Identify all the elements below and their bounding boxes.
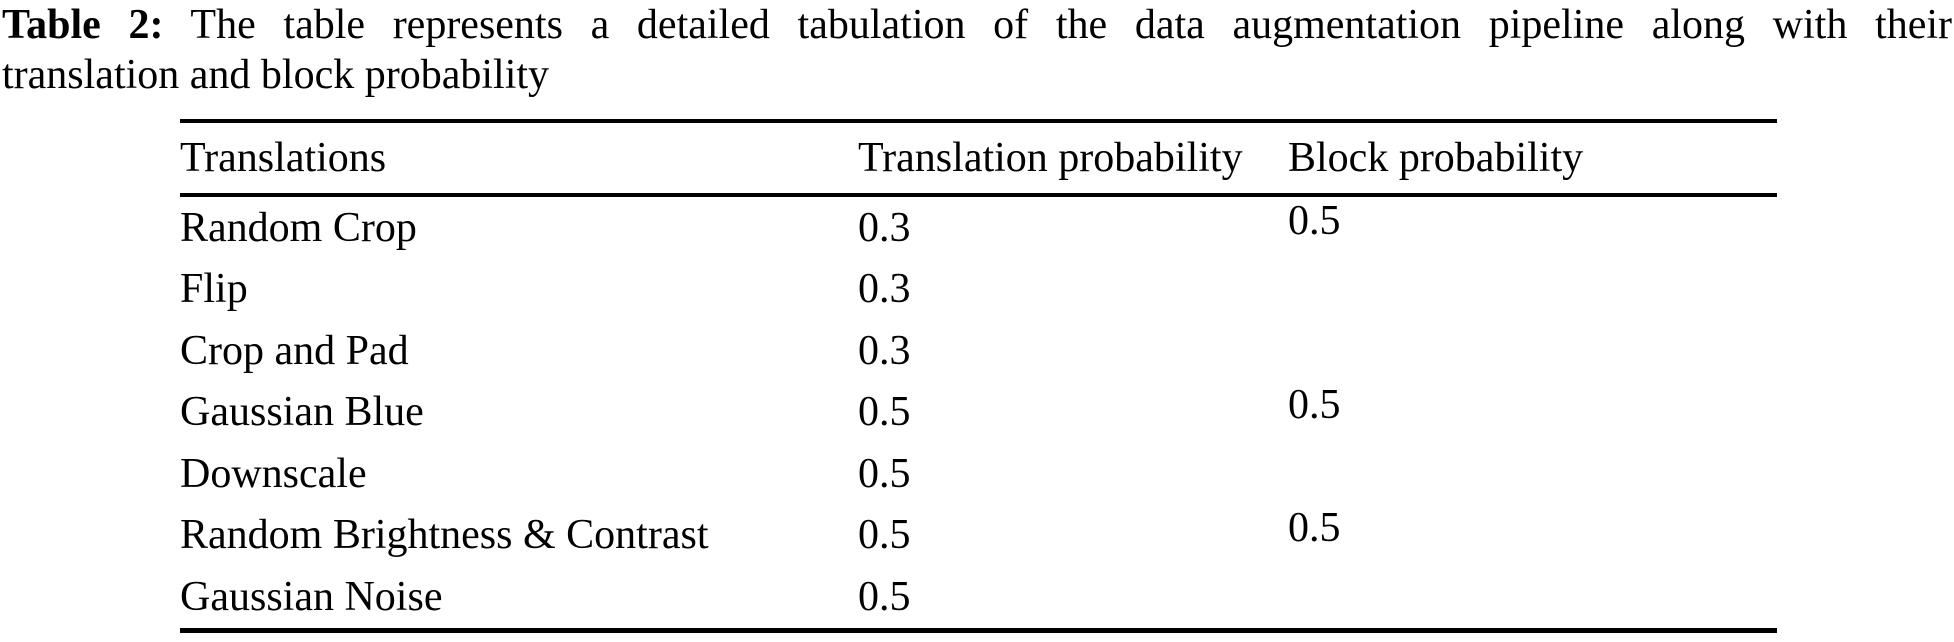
caption-line-1: Table 2: The table represents a detailed… bbox=[2, 0, 1952, 50]
cell-translation-probability: 0.5 bbox=[858, 573, 911, 620]
cell-translation-probability: 0.3 bbox=[858, 204, 911, 251]
cell-translation: Downscale bbox=[180, 450, 367, 497]
cell-block-probability bbox=[1288, 566, 1777, 630]
table-header: Translations Translation probability Blo… bbox=[180, 121, 1777, 197]
column-header-translations: Translations bbox=[180, 121, 858, 197]
cell-translation: Random Brightness & Contrast bbox=[180, 512, 709, 559]
table-row: Gaussian Blue 0.5 0.5 bbox=[180, 382, 1777, 444]
table-body: Random Crop 0.3 0.5 Flip 0.3 Crop and Pa… bbox=[180, 195, 1777, 630]
cell-block-probability: 0.5 bbox=[1288, 505, 1341, 552]
cell-block-probability: 0.5 bbox=[1288, 197, 1341, 244]
table-row: Gaussian Noise 0.5 bbox=[180, 566, 1777, 630]
table-row: Crop and Pad 0.3 bbox=[180, 320, 1777, 382]
cell-block-probability bbox=[1288, 320, 1777, 382]
cell-block-probability: 0.5 bbox=[1288, 382, 1341, 429]
cell-translation-probability: 0.5 bbox=[858, 512, 911, 559]
augmentation-table: Translations Translation probability Blo… bbox=[180, 119, 1777, 633]
cell-translation: Random Crop bbox=[180, 204, 417, 251]
cell-translation-probability: 0.5 bbox=[858, 389, 911, 436]
cell-translation-probability: 0.3 bbox=[858, 327, 911, 374]
table-row: Random Crop 0.3 0.5 bbox=[180, 195, 1777, 259]
cell-block-probability bbox=[1288, 259, 1777, 321]
cell-translation: Crop and Pad bbox=[180, 327, 409, 374]
caption-line-2: translation and block probability bbox=[2, 52, 550, 98]
caption-text-line1: The table represents a detailed tabulati… bbox=[190, 2, 1952, 48]
table-row: Flip 0.3 bbox=[180, 259, 1777, 321]
table-row: Downscale 0.5 bbox=[180, 443, 1777, 505]
cell-translation: Flip bbox=[180, 266, 248, 313]
cell-translation-probability: 0.3 bbox=[858, 266, 911, 313]
cell-block-probability bbox=[1288, 443, 1777, 505]
caption-label: Table 2: bbox=[2, 2, 164, 48]
table-caption: Table 2: The table represents a detailed… bbox=[2, 0, 1952, 100]
cell-translation: Gaussian Noise bbox=[180, 573, 443, 620]
header-row: Translations Translation probability Blo… bbox=[180, 121, 1777, 197]
column-header-block-probability: Block probability bbox=[1288, 121, 1777, 197]
table-row: Random Brightness & Contrast 0.5 0.5 bbox=[180, 505, 1777, 567]
cell-translation-probability: 0.5 bbox=[858, 450, 911, 497]
column-header-translation-probability: Translation probability bbox=[858, 121, 1288, 197]
cell-translation: Gaussian Blue bbox=[180, 389, 424, 436]
